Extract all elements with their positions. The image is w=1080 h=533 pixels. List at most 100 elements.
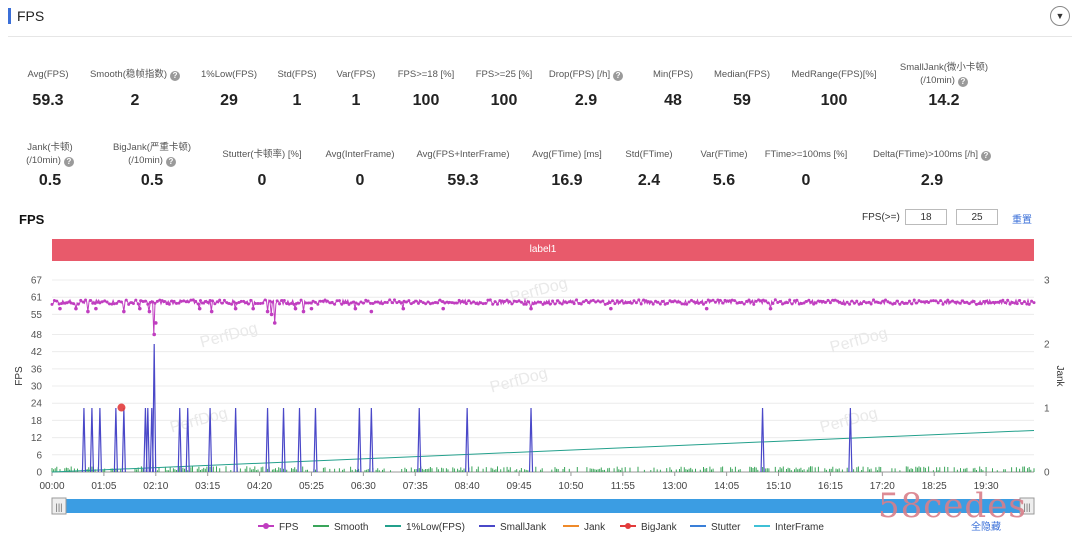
fps-dip-point <box>301 309 306 314</box>
fps-point <box>278 302 282 306</box>
fps-point <box>575 298 579 302</box>
stat-label: Avg(FTime) [ms] <box>497 148 637 161</box>
help-icon[interactable]: ? <box>613 71 624 81</box>
x-tick-label: 10:50 <box>558 481 583 492</box>
fps-point <box>107 302 111 306</box>
fps-point <box>910 302 914 306</box>
legend-label[interactable]: Smooth <box>334 522 368 533</box>
x-tick-label: 07:35 <box>403 481 428 492</box>
fps-point <box>891 302 895 306</box>
fps-point <box>881 299 885 303</box>
fps-point <box>318 299 322 303</box>
fps-point <box>553 302 557 306</box>
y-tick-label: 12 <box>31 433 43 444</box>
fps-point <box>141 300 145 304</box>
help-icon[interactable]: ? <box>170 71 181 81</box>
fps-point <box>807 298 811 302</box>
fps-point <box>1010 301 1014 305</box>
fps-point <box>658 302 662 306</box>
legend-label[interactable]: Stutter <box>711 522 741 533</box>
fps-point <box>177 301 181 305</box>
fps-dip-point <box>309 306 314 311</box>
fps-point <box>517 299 521 303</box>
help-icon[interactable]: ? <box>957 77 968 87</box>
fps-point <box>527 300 531 304</box>
stat-stats_row2-3: Avg(InterFrame) 0 <box>290 148 430 208</box>
fps-point <box>340 302 344 306</box>
fps-point <box>816 299 820 303</box>
help-icon[interactable]: ? <box>165 157 176 167</box>
fps-point <box>67 300 71 304</box>
hide-all-toggle[interactable]: 全隐藏 <box>971 520 1001 533</box>
fps-point <box>225 301 229 305</box>
fps-point <box>512 299 516 303</box>
fps-point <box>915 301 919 305</box>
fps-point <box>864 301 868 305</box>
fps-point <box>522 302 526 306</box>
fps-point <box>258 302 262 306</box>
legend-label[interactable]: InterFrame <box>775 522 824 533</box>
fps-point <box>515 300 519 304</box>
stat-label-unit: (/10min) <box>26 155 61 166</box>
fps-point <box>1008 302 1012 306</box>
fps-point <box>234 301 238 305</box>
stat-stats_row1-1: Smooth(稳帧指数)? 2 <box>65 68 205 128</box>
legend-label[interactable]: 1%Low(FPS) <box>406 522 465 533</box>
fps-point <box>876 300 880 304</box>
fps-point <box>857 302 861 306</box>
fps-threshold-low-input[interactable] <box>905 209 947 225</box>
stat-label: Smooth(稳帧指数)? <box>65 68 205 81</box>
fps-point <box>261 301 265 305</box>
stat-value: 100 <box>490 92 518 109</box>
help-icon[interactable]: ? <box>980 151 991 161</box>
x-tick-label: 09:45 <box>507 481 532 492</box>
stat-label: Var(FPS) <box>286 68 426 81</box>
fps-point <box>565 301 569 305</box>
fps-point <box>831 298 835 302</box>
fps-point <box>716 298 720 302</box>
stat-label-text: Avg(FTime) [ms] <box>532 149 602 160</box>
range-slider-handle[interactable] <box>1019 497 1035 515</box>
fps-point <box>625 301 629 305</box>
label-bar[interactable]: label1 <box>52 239 1034 261</box>
fps-point <box>486 298 490 302</box>
legend-label[interactable]: SmallJank <box>500 522 547 533</box>
stat-stats_row2-5: Avg(FTime) [ms] 16.9 <box>497 148 637 208</box>
fps-point <box>699 300 703 304</box>
fps-point <box>155 299 159 303</box>
y-right-tick-label: 2 <box>1044 340 1050 351</box>
smalljank-spike <box>89 407 95 473</box>
fps-point <box>400 301 404 305</box>
legend-label[interactable]: BigJank <box>641 522 678 533</box>
fps-point <box>292 302 296 306</box>
x-tick-label: 11:55 <box>611 481 636 492</box>
range-slider-track[interactable] <box>52 499 1034 513</box>
legend-label[interactable]: FPS <box>279 522 299 533</box>
stat-value: 59.3 <box>32 92 64 109</box>
fps-point <box>352 300 356 304</box>
perfdog-watermark: PerfDog <box>818 405 879 437</box>
fps-threshold-high-input[interactable] <box>956 209 998 225</box>
stat-value: 1 <box>351 92 361 109</box>
help-icon[interactable]: ? <box>63 157 74 167</box>
stat-label-text: Stutter(卡顿率) [%] <box>222 149 302 160</box>
fps-point <box>170 299 174 303</box>
fps-point <box>812 302 816 306</box>
fps-point <box>603 302 607 306</box>
y-tick-label: 67 <box>31 276 43 287</box>
range-slider-handle[interactable] <box>51 497 67 515</box>
smalljank-spike <box>528 407 534 473</box>
x-tick-label: 02:10 <box>143 481 168 492</box>
reset-link[interactable]: 重置 <box>1012 215 1032 226</box>
fps-point <box>678 300 682 304</box>
x-tick-label: 15:10 <box>766 481 791 492</box>
fps-point <box>376 300 380 304</box>
smalljank-spike <box>357 407 362 473</box>
fps-point <box>134 298 138 302</box>
fps-point <box>153 301 157 305</box>
legend-label[interactable]: Jank <box>584 522 606 533</box>
perfdog-watermark: PerfDog <box>168 405 229 437</box>
collapse-chevron-icon[interactable]: ▼ <box>1050 6 1070 26</box>
fps-point <box>232 300 236 304</box>
